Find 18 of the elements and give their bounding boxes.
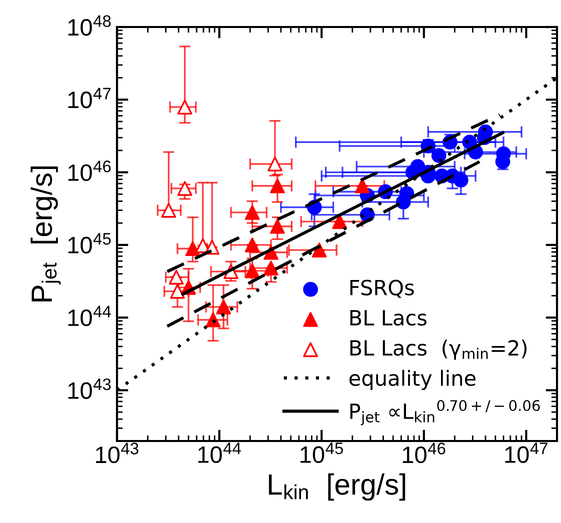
x-tick-label: 10$^{44}$ — [198, 442, 241, 463]
x-tick-label: 10$^{45}$ — [300, 442, 343, 463]
y-tick-label: 10$^{44}$ — [68, 306, 111, 326]
legend-label: equality line — [349, 370, 476, 390]
x-axis-title: L$_{kin}$ [erg/s] — [268, 473, 406, 501]
y-axis-title: P$_{jet}$ [erg/s] — [30, 166, 61, 302]
y-tick-label: 10$^{46}$ — [68, 160, 111, 182]
y-tick-label: 10$^{48}$ — [68, 15, 111, 36]
y-tick-label: 10$^{43}$ — [68, 378, 111, 399]
legend-label: BL Lacs (γ$_{min}$=2) — [350, 340, 527, 360]
legend-label: P$_{jet}$ ∝L$_{kin}$$^{0.70+/−0.06}$ — [350, 400, 540, 426]
legend-label: FSRQs — [350, 280, 414, 298]
legend-label: BL Lacs — [350, 310, 427, 326]
y-tick-label: 10$^{45}$ — [68, 233, 111, 254]
x-tick-label: 10$^{47}$ — [505, 442, 548, 463]
x-tick-label: 10$^{43}$ — [96, 442, 138, 464]
x-tick-label: 10$^{46}$ — [402, 442, 446, 464]
y-tick-label: 10$^{47}$ — [68, 88, 111, 108]
